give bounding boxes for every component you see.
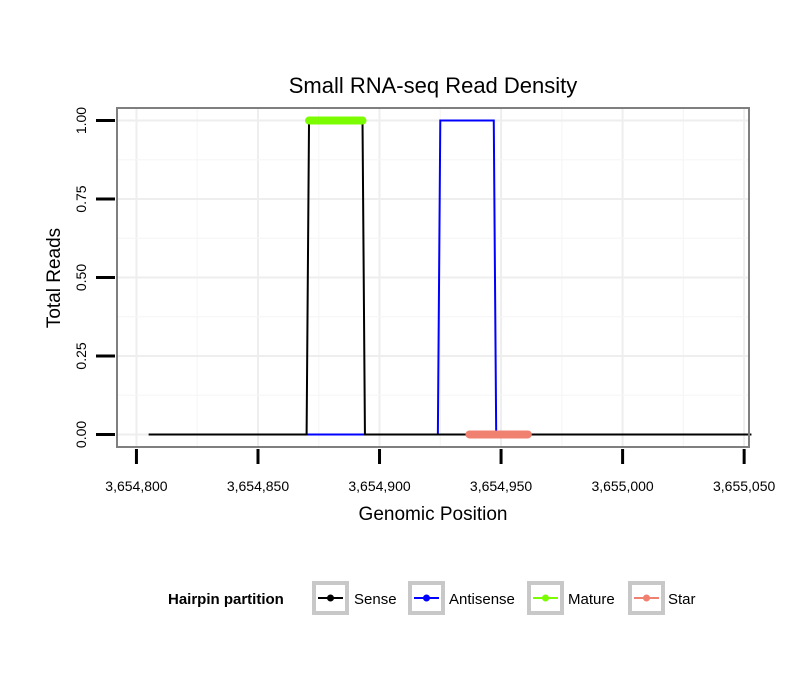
- x-tick-label: 3,655,000: [591, 478, 653, 494]
- y-axis-label: Total Reads: [44, 228, 65, 328]
- y-tick-label: 1.00: [73, 107, 89, 134]
- legend-key-point: [423, 594, 430, 602]
- y-tick-label: 0.75: [73, 185, 89, 212]
- legend-label-antisense: Antisense: [449, 591, 515, 608]
- y-tick-label: 0.25: [73, 342, 89, 369]
- plot-data: [148, 116, 752, 439]
- legend-title: Hairpin partition: [168, 591, 284, 608]
- legend-label-star: Star: [668, 591, 696, 608]
- y-tick-label: 0.50: [73, 264, 89, 291]
- legend-label-sense: Sense: [354, 591, 397, 608]
- legend-key-point: [542, 594, 549, 602]
- x-axis-label: Genomic Position: [359, 504, 508, 525]
- x-tick-label: 3,654,900: [348, 478, 410, 494]
- axes: 3,654,800 3,654,850 3,654,900 3,654,950 3,65…: [73, 107, 775, 494]
- x-tick-label: 3,654,800: [105, 478, 167, 494]
- x-tick-label: 3,654,850: [227, 478, 289, 494]
- legend: Hairpin partition Sense Antisense Mature St…: [168, 581, 696, 615]
- chart-title: Small RNA-seq Read Density: [289, 73, 578, 98]
- legend-label-mature: Mature: [568, 591, 615, 608]
- legend-key-point: [327, 594, 334, 602]
- x-tick-label: 3,655,050: [713, 478, 775, 494]
- plot-panel-border: [116, 107, 750, 448]
- y-tick-label: 0.00: [73, 421, 89, 448]
- x-tick-label: 3,654,950: [470, 478, 532, 494]
- grid: [117, 108, 749, 447]
- legend-key-point: [643, 594, 650, 602]
